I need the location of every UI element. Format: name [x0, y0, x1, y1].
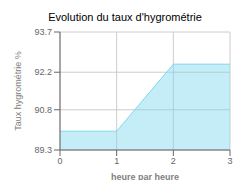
- html-text:Evolution du taux d'hygrométri: Evolution du taux d'hygrométrie: [48, 11, 202, 23]
- svg-text:0: 0: [57, 156, 62, 166]
- svg-text:89.3: 89.3: [34, 145, 52, 155]
- svg-text:Taux hygrométrie %: Taux hygrométrie %: [13, 51, 23, 131]
- svg-text:1: 1: [114, 156, 119, 166]
- svg-text:2: 2: [171, 156, 176, 166]
- svg-text:90.8: 90.8: [34, 105, 52, 115]
- svg-text:3: 3: [227, 156, 232, 166]
- svg-text:93.7: 93.7: [34, 27, 52, 37]
- svg-text:92.2: 92.2: [34, 67, 52, 77]
- svg-text:heure par heure: heure par heure: [111, 172, 179, 180]
